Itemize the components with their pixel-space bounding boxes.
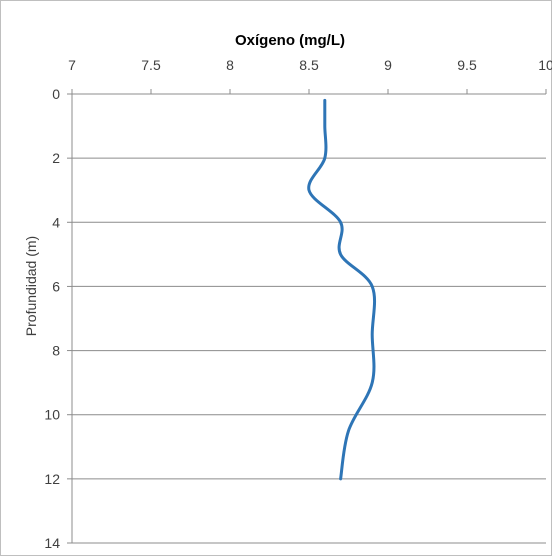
x-tick-label: 9	[384, 57, 392, 73]
y-tick-label: 10	[44, 407, 60, 423]
y-tick-label: 4	[52, 214, 60, 230]
oxygen-series-line	[307, 98, 377, 481]
x-tick-label: 8.5	[299, 57, 319, 73]
y-tick-label: 2	[52, 150, 60, 166]
x-tick-label: 10	[538, 57, 552, 73]
y-tick-label: 6	[52, 278, 60, 294]
y-tick-label: 14	[44, 535, 60, 551]
x-tick-label: 8	[226, 57, 234, 73]
x-tick-label: 7	[68, 57, 76, 73]
y-tick-label: 12	[44, 471, 60, 487]
y-axis-label: Profundidad (m)	[23, 236, 39, 336]
y-tick-label: 0	[52, 86, 60, 102]
x-tick-label: 9.5	[457, 57, 477, 73]
y-tick-label: 8	[52, 343, 60, 359]
chart-title: Oxígeno (mg/L)	[235, 32, 345, 49]
x-tick-label: 7.5	[141, 57, 161, 73]
